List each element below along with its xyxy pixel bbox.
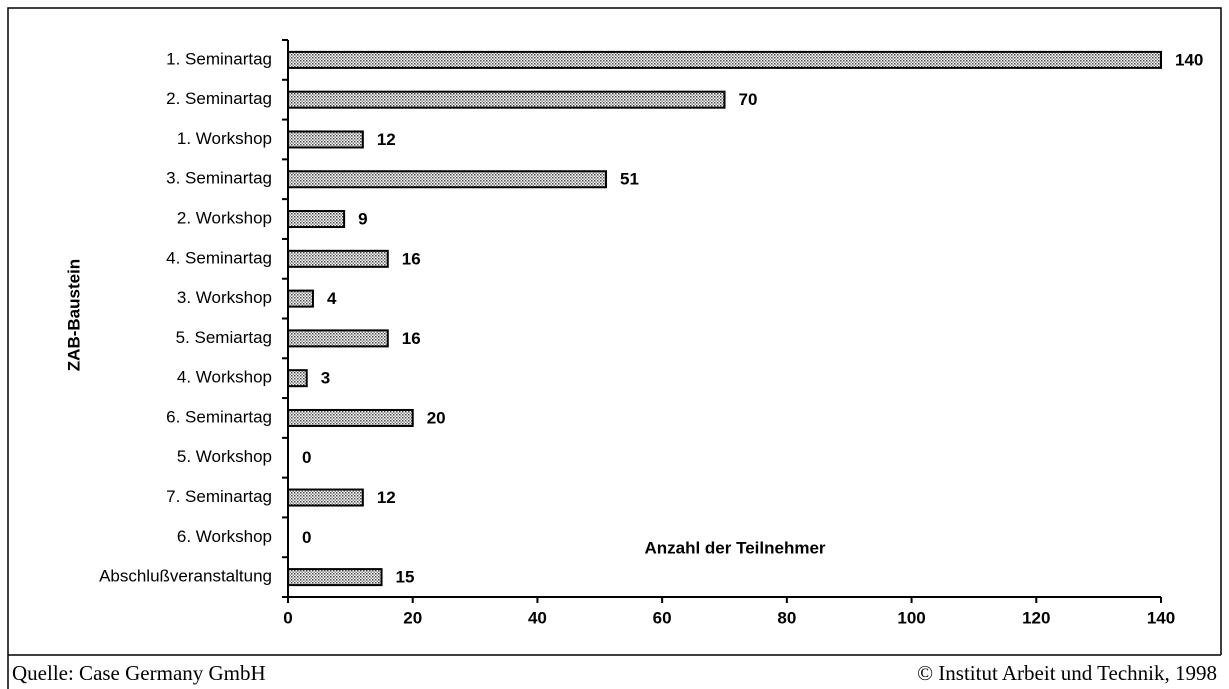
y-tick-label: 4. Seminartag bbox=[166, 248, 272, 267]
frame bbox=[7, 7, 1222, 689]
bar bbox=[287, 329, 389, 348]
x-tick-label: 100 bbox=[897, 608, 925, 627]
x-tick-label: 60 bbox=[653, 608, 672, 627]
value-label: 51 bbox=[620, 170, 639, 189]
value-label: 16 bbox=[402, 329, 421, 348]
y-tick-label: 2. Workshop bbox=[177, 209, 272, 228]
bar bbox=[287, 369, 308, 388]
bar bbox=[287, 289, 314, 308]
y-tick-label: 1. Workshop bbox=[177, 129, 272, 148]
value-label: 70 bbox=[739, 90, 758, 109]
x-tick-label: 120 bbox=[1022, 608, 1050, 627]
bar bbox=[287, 90, 726, 109]
bar bbox=[287, 130, 364, 149]
value-label: 3 bbox=[321, 369, 330, 388]
bar bbox=[287, 210, 346, 229]
source: Quelle: Case Germany GmbH bbox=[12, 661, 266, 685]
x-tick-label: 20 bbox=[403, 608, 422, 627]
value-label: 15 bbox=[396, 568, 415, 587]
y-tick-label: 5. Semiartag bbox=[176, 328, 272, 347]
y-tick-label: 7. Seminartag bbox=[166, 487, 272, 506]
value-label: 12 bbox=[377, 488, 396, 507]
x-tick-label: 140 bbox=[1147, 608, 1175, 627]
bar bbox=[287, 50, 1162, 69]
y-tick-label: 6. Seminartag bbox=[166, 407, 272, 426]
value-label: 16 bbox=[402, 249, 421, 268]
y-tick-label: 6. Workshop bbox=[177, 527, 272, 546]
value-label: 4 bbox=[327, 289, 337, 308]
bar bbox=[287, 488, 364, 507]
value-label: 140 bbox=[1175, 50, 1203, 69]
value-label: 12 bbox=[377, 130, 396, 149]
value-label: 9 bbox=[358, 210, 367, 229]
x-axis-label: Anzahl der Teilnehmer bbox=[644, 538, 825, 557]
bar bbox=[287, 170, 608, 189]
x-tick-label: 80 bbox=[777, 608, 796, 627]
y-tick-label: 4. Workshop bbox=[177, 368, 272, 387]
x-tick-label: 40 bbox=[528, 608, 547, 627]
y-tick-label: 2. Seminartag bbox=[166, 89, 272, 108]
y-tick-label: Abschlußveranstaltung bbox=[99, 567, 272, 586]
y-tick-label: 5. Workshop bbox=[177, 447, 272, 466]
value-label: 20 bbox=[427, 408, 446, 427]
bar bbox=[287, 568, 383, 587]
y-axis-label: ZAB-Baustein bbox=[64, 259, 83, 371]
value-label: 0 bbox=[302, 448, 311, 467]
bar bbox=[287, 249, 389, 268]
y-tick-label: 3. Seminartag bbox=[166, 169, 272, 188]
bar bbox=[287, 408, 414, 427]
y-tick-label: 3. Workshop bbox=[177, 288, 272, 307]
x-tick-label: 0 bbox=[283, 608, 292, 627]
y-tick-label: 1. Seminartag bbox=[166, 49, 272, 68]
value-label: 0 bbox=[302, 528, 311, 547]
credit: © Institut Arbeit und Technik, 1998 bbox=[917, 661, 1217, 685]
